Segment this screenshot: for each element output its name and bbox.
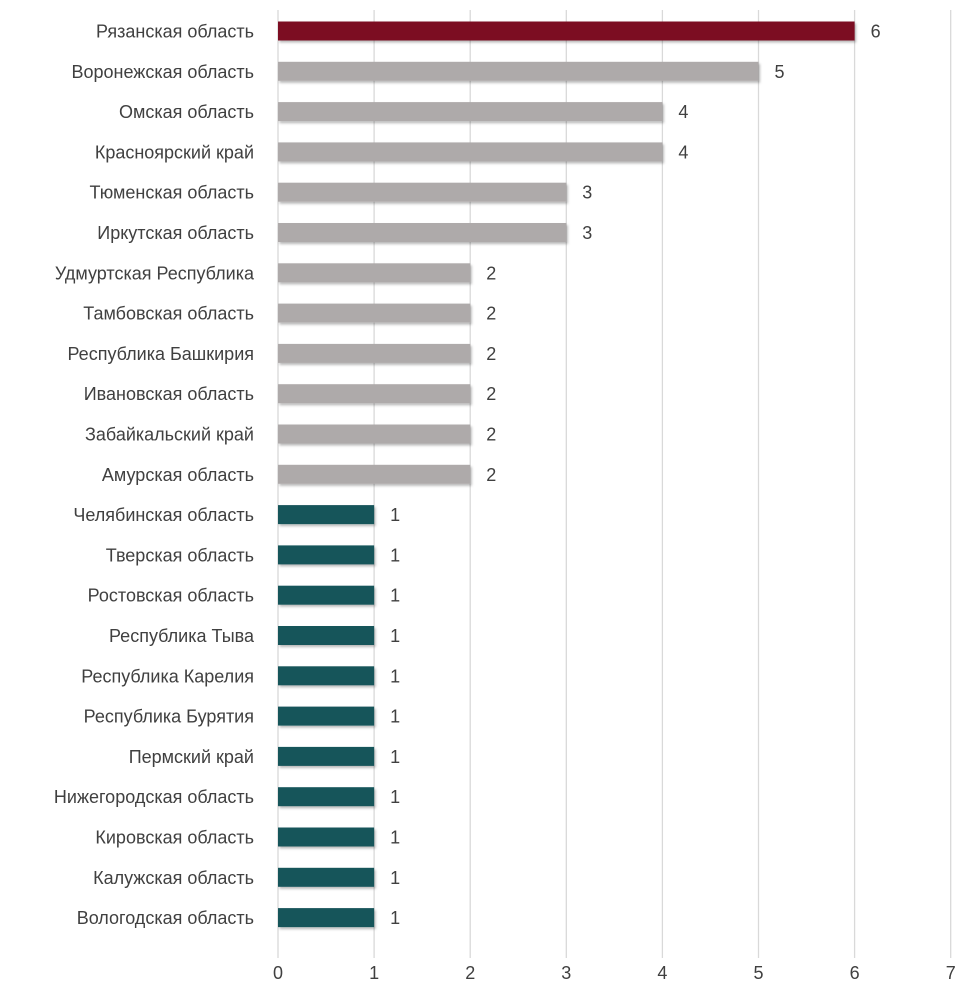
bar [278,626,375,645]
bar [278,505,375,525]
category-label: Кировская область [95,828,254,848]
data-label: 1 [390,908,400,928]
bar [278,21,855,41]
bar [278,585,375,605]
data-label: 1 [390,666,400,686]
category-label: Удмуртская Республика [55,263,255,283]
data-label: 2 [486,304,496,324]
category-label: Ивановская область [84,384,254,404]
x-tick-label: 6 [850,963,860,983]
x-tick-label: 1 [369,963,379,983]
bar [278,61,759,81]
data-label: 2 [486,465,496,485]
category-label: Воронежская область [71,62,254,82]
bar [278,787,375,807]
grid-lines [277,10,952,958]
x-tick-label: 5 [753,963,763,983]
data-label: 3 [582,223,592,243]
bar [278,464,471,484]
category-label: Тюменская область [89,183,254,203]
bar [278,545,375,565]
category-label: Калужская область [93,868,254,888]
data-label: 4 [678,142,688,162]
bar [278,746,375,766]
category-label: Тамбовская область [83,304,254,324]
category-label: Республика Бурятия [84,707,254,727]
category-label: Пермский край [129,747,254,767]
data-label: 2 [486,263,496,283]
data-label: 4 [678,102,688,122]
data-label: 1 [390,505,400,525]
category-labels: Рязанская область Воронежская область Омск… [54,22,255,929]
data-label: 1 [390,586,400,606]
bar [278,343,471,363]
category-label: Красноярский край [95,142,254,162]
x-axis: 0 1 2 3 4 5 6 7 [273,963,956,983]
data-label: 1 [390,868,400,888]
x-tick-label: 2 [465,963,475,983]
category-label: Ростовская область [88,586,254,606]
bar [278,424,471,444]
data-label: 1 [390,545,400,565]
bar [278,142,663,162]
category-label: Республика Башкирия [67,344,254,364]
x-tick-label: 3 [561,963,571,983]
bar [278,182,567,202]
category-label: Забайкальский край [85,425,254,445]
data-label: 1 [390,828,400,848]
bar [278,303,471,323]
bar [278,102,663,122]
category-label: Нижегородская область [54,787,254,807]
bar [278,867,375,887]
category-label: Рязанская область [96,22,254,42]
data-label: 1 [390,787,400,807]
category-label: Вологодская область [77,908,254,928]
bar [278,223,567,242]
bar [278,706,375,726]
category-label: Тверская область [106,545,254,565]
x-tick-label: 7 [946,963,956,983]
data-label: 3 [582,183,592,203]
value-labels: 6 5 4 4 3 3 2 2 2 2 2 2 1 1 1 1 1 1 1 1 1 1 1 [390,22,881,929]
category-label: Амурская область [102,465,254,485]
category-label: Республика Тыва [109,626,255,646]
data-label: 2 [486,425,496,445]
bar [278,666,375,686]
data-label: 2 [486,344,496,364]
data-label: 6 [871,22,881,42]
category-label: Иркутская область [97,223,254,243]
bar [278,384,471,404]
data-label: 1 [390,626,400,646]
bars [278,21,855,928]
data-label: 2 [486,384,496,404]
x-tick-label: 4 [657,963,667,983]
bar [278,908,375,928]
data-label: 5 [775,62,785,82]
category-label: Республика Карелия [81,666,254,686]
data-label: 1 [390,747,400,767]
category-label: Омская область [119,102,254,122]
data-label: 1 [390,707,400,727]
category-label: Челябинская область [73,505,254,525]
bar [278,827,375,847]
x-tick-label: 0 [273,963,283,983]
bar [278,263,471,283]
